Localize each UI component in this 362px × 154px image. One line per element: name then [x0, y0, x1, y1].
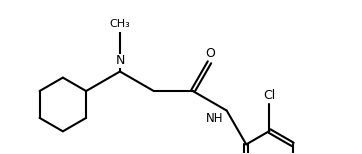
Text: CH₃: CH₃	[110, 19, 130, 29]
Text: O: O	[206, 47, 216, 60]
Text: NH: NH	[206, 112, 223, 125]
Text: CH₃: CH₃	[110, 21, 130, 31]
Text: N: N	[115, 54, 125, 67]
Text: Cl: Cl	[264, 89, 275, 102]
